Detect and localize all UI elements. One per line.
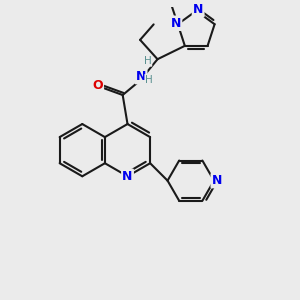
Text: H: H	[145, 74, 153, 85]
Text: O: O	[92, 79, 103, 92]
Text: N: N	[193, 3, 203, 16]
Text: N: N	[136, 70, 146, 83]
Text: N: N	[122, 170, 133, 183]
Text: H: H	[144, 56, 152, 66]
Text: N: N	[171, 17, 181, 30]
Text: N: N	[212, 174, 222, 187]
